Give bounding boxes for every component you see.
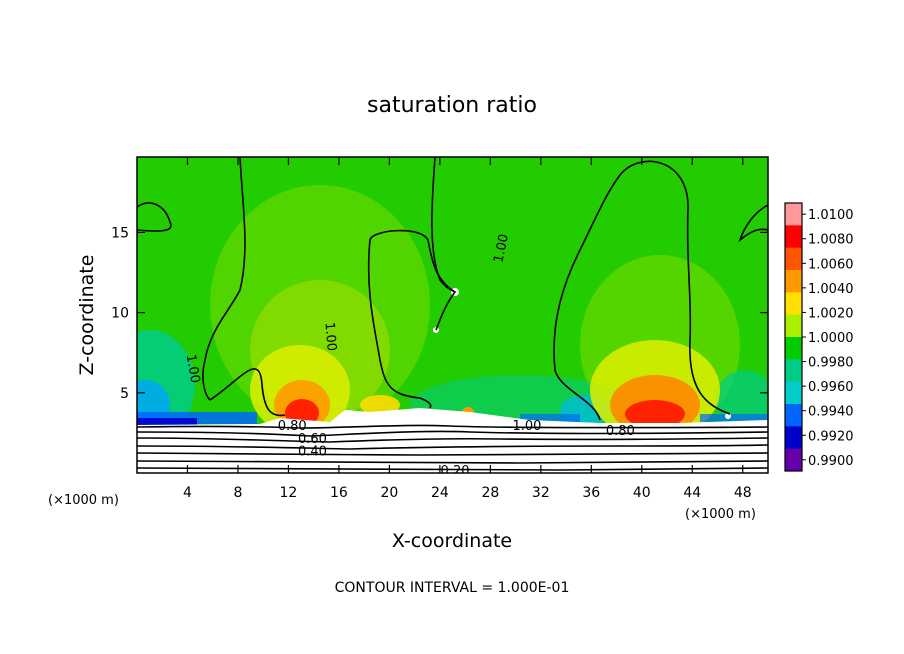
- colorbar-swatch: [785, 270, 802, 293]
- colorbar-label: 0.9980: [808, 356, 854, 371]
- colorbar-swatch: [785, 448, 802, 472]
- contour-label: 0.80: [278, 419, 307, 434]
- colorbar-swatch: [785, 359, 802, 383]
- contour-interval-note: CONTOUR INTERVAL = 1.000E-01: [335, 580, 570, 596]
- x-tick-label: 32: [532, 485, 550, 501]
- colorbar-swatch: [785, 203, 802, 226]
- x-tick-label: 4: [183, 485, 192, 501]
- x-tick-label: 24: [431, 485, 449, 501]
- x-tick-label: 48: [734, 485, 752, 501]
- x-tick-label: 8: [233, 485, 242, 501]
- colorbar-swatch: [785, 314, 802, 338]
- x-tick-label: 16: [330, 485, 348, 501]
- colorbar-label: 1.0040: [808, 282, 854, 297]
- colorbar-swatch: [785, 292, 802, 316]
- y-axis: 5 10 15: [111, 225, 768, 402]
- colorbar: 1.0100 1.0080 1.0060 1.0040 1.0020 1.0000 0.99…: [784, 202, 854, 472]
- contour-label: 1.00: [183, 353, 203, 384]
- colorbar-label: 0.9960: [808, 380, 854, 395]
- contour-labels: 1.001.001.001.00 0.800.800.600.400.20: [183, 233, 635, 479]
- colorbar-label: 0.9900: [808, 454, 854, 469]
- contour-label: 1.00: [491, 233, 512, 264]
- colorbar-label: 1.0060: [808, 257, 854, 272]
- x-tick-label: 20: [380, 485, 398, 501]
- heatmap-field: 1.001.001.001.00 0.800.800.600.400.20: [137, 157, 768, 479]
- colorbar-label: 1.0020: [808, 306, 854, 321]
- colorbar-swatch: [785, 426, 802, 450]
- colorbar-swatch: [785, 225, 802, 249]
- colorbar-label: 0.9940: [808, 405, 854, 420]
- colorbar-label: 1.0080: [808, 233, 854, 248]
- x-axis: 4 8 12 16 20 24 28 32 36 40 44 48: [183, 157, 752, 501]
- y-tick-label: 5: [120, 386, 129, 402]
- contour-label: 1.00: [512, 419, 541, 434]
- plot-frame: [136, 156, 769, 474]
- x-tick-label: 12: [280, 485, 298, 501]
- chart-title: saturation ratio: [367, 93, 537, 118]
- colorbar-label: 1.0100: [808, 208, 854, 223]
- colorbar-swatch: [785, 404, 802, 427]
- contour-label: 1.00: [321, 322, 338, 352]
- y-axis-label: Z-coordinate: [76, 255, 98, 376]
- y-tick-label: 10: [111, 306, 129, 322]
- colorbar-swatch: [785, 247, 802, 271]
- colorbar-label: 0.9920: [808, 429, 854, 444]
- colorbar-swatch: [785, 337, 802, 360]
- x-tick-label: 36: [582, 485, 600, 501]
- x-tick-label: 28: [481, 485, 499, 501]
- colorbar-label: 1.0000: [808, 331, 854, 346]
- contour-lines: [137, 157, 768, 471]
- x-unit-label-right: (×1000 m): [685, 507, 756, 522]
- x-axis-label: X-coordinate: [392, 530, 512, 552]
- x-tick-label: 40: [633, 485, 651, 501]
- colorbar-swatch: [785, 381, 802, 405]
- x-tick-label: 44: [683, 485, 701, 501]
- x-unit-label-left: (×1000 m): [48, 493, 119, 508]
- contour-label: 0.40: [298, 445, 327, 460]
- contour-label: 0.60: [298, 432, 327, 447]
- contour-label: 0.80: [606, 424, 635, 439]
- contour-label: 0.20: [441, 464, 470, 479]
- y-tick-label: 15: [111, 225, 129, 241]
